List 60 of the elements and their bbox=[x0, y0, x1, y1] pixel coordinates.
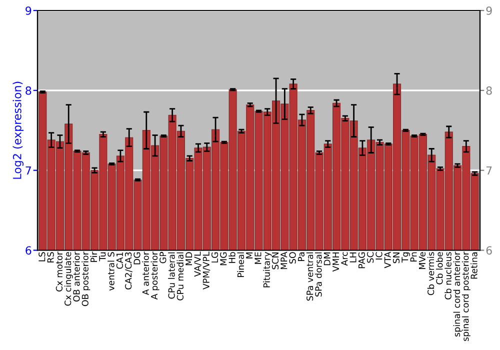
x-tick-label: CA1 bbox=[116, 252, 124, 269]
x-tick-label: MPA bbox=[280, 252, 288, 270]
y-axis-title: Log2 (expression) bbox=[12, 82, 24, 179]
x-tick-label: SCN bbox=[272, 252, 279, 270]
x-tick-label: MVe bbox=[418, 252, 426, 270]
x-tick-label: Pineal bbox=[237, 252, 244, 278]
x-tick-label: MD bbox=[186, 252, 192, 266]
x-tick-label: Cb nucleus bbox=[444, 252, 452, 300]
x-tick-label: SC bbox=[367, 252, 374, 263]
x-tick-label: Hb bbox=[228, 252, 236, 263]
x-tick-label: Tu bbox=[99, 252, 106, 262]
x-tick-label: SPa dorsal bbox=[315, 252, 322, 296]
x-tick-label: Cx cingulate bbox=[64, 252, 73, 306]
x-tick-label: LH bbox=[350, 252, 356, 262]
x-tick-label: OB posterior bbox=[82, 252, 90, 306]
x-tick-label: M bbox=[246, 252, 253, 258]
x-tick-label: Pn bbox=[410, 252, 417, 262]
x-tick-label: Cb lobe bbox=[436, 252, 443, 284]
x-tick-label: SN bbox=[392, 252, 400, 264]
x-tick-label: A posterior bbox=[150, 252, 160, 300]
x-tick-label: Pituitary bbox=[263, 252, 272, 288]
y-tick-label: 6 bbox=[26, 246, 32, 255]
x-tick-label: RS bbox=[47, 252, 54, 262]
x-tick-label: ME bbox=[254, 252, 262, 264]
x-tick-label: VPM/VPL bbox=[202, 252, 210, 290]
x-tick-label: OB anterior bbox=[73, 252, 80, 302]
y-tick-label: 7 bbox=[26, 166, 31, 175]
x-tick-label: ventral S bbox=[108, 252, 114, 291]
x-tick-label: SPa ventral bbox=[306, 252, 314, 301]
x-tick-label: GP bbox=[160, 252, 166, 264]
x-tick-label: A anterior bbox=[142, 252, 149, 296]
x-tick-label: spinal cord anterior bbox=[453, 252, 462, 336]
x-tick-label: Pa bbox=[298, 252, 304, 262]
y2-tick-label: 9 bbox=[486, 6, 492, 15]
x-tick-label: DM bbox=[324, 252, 330, 266]
x-tick-label: Retina bbox=[470, 252, 478, 279]
x-tick-label: LG bbox=[211, 252, 218, 262]
x-tick-label: CPu medial bbox=[176, 252, 184, 300]
x-tick-label: Cx motor bbox=[56, 252, 63, 292]
x-tick-label: Pir bbox=[90, 252, 97, 262]
x-tick-label: LS bbox=[38, 252, 46, 262]
x-tick-label: CPu lateral bbox=[168, 252, 175, 299]
y-tick-label: 8 bbox=[26, 86, 32, 95]
x-tick-label: Arc bbox=[341, 252, 348, 266]
x-tick-label: SO bbox=[289, 252, 296, 264]
x-tick-label: Cb vermis bbox=[427, 252, 434, 296]
x-tick-label: MG bbox=[220, 252, 227, 266]
y2-tick-label: 7 bbox=[486, 166, 492, 175]
y2-tick-label: 8 bbox=[486, 86, 492, 95]
x-tick-label: PAG bbox=[358, 252, 365, 268]
x-tick-label: VA/VL bbox=[194, 252, 202, 277]
x-tick-label: VTA bbox=[384, 252, 391, 268]
x-tick-label: IC bbox=[376, 252, 382, 260]
x-tick-label: Tg bbox=[402, 252, 410, 263]
x-tick-label: VMH bbox=[332, 252, 339, 272]
x-tick-label: DG bbox=[134, 252, 140, 264]
x-tick-label: spinal cord posterior bbox=[462, 252, 470, 342]
y2-tick-label: 6 bbox=[486, 246, 492, 255]
x-tick-label: CA2/CA3 bbox=[125, 252, 132, 290]
y-tick-label: 9 bbox=[26, 6, 32, 15]
